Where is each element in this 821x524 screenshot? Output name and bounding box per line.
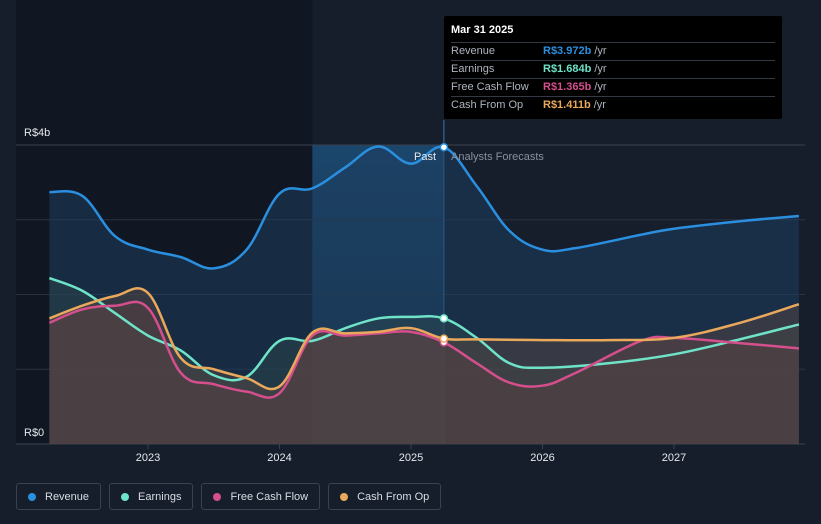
tooltip-row: Earnings R$1.684b/yr [451,60,775,78]
tooltip-date: Mar 31 2025 [451,24,514,36]
legend-dot-icon [121,492,130,501]
tooltip: Mar 31 2025 Revenue R$3.972b/yr Earnings R$… [444,16,782,119]
y-axis-bottom-label: R$0 [24,427,44,439]
tooltip-row: Cash From Op R$1.411b/yr [451,96,775,114]
tooltip-row-value: R$1.411b [543,99,591,111]
tooltip-row-unit: /yr [594,81,607,93]
x-tick-label: 2027 [662,452,686,464]
marker-revenue [439,142,449,152]
legend-label: Revenue [45,490,90,503]
legend-dot-icon [340,492,349,501]
legend-item-earnings[interactable]: Earnings [109,483,194,510]
tooltip-row-value: R$1.684b [543,63,592,75]
series-line-free-cash-flow [48,300,800,399]
tooltip-row-label: Free Cash Flow [451,81,529,93]
tooltip-row-unit: /yr [594,63,607,75]
tooltip-row-value: R$3.972b [543,45,592,57]
tooltip-row-value: R$1.365b [543,81,592,93]
legend-item-revenue[interactable]: Revenue [16,483,102,510]
legend-label: Cash From Op [357,490,430,503]
tooltip-row-label: Earnings [451,63,495,75]
series-line-cash-from-op [48,287,800,391]
y-axis-top-label: R$4b [24,127,50,139]
x-tick-label: 2025 [399,452,423,464]
x-tick-label: 2023 [136,452,160,464]
legend: Revenue Earnings Free Cash Flow Cash From O… [16,483,442,510]
series-line-revenue [49,145,800,270]
x-tick-label: 2024 [267,452,291,464]
area-cash-from-op [49,288,799,444]
tooltip-row: Revenue R$3.972b/yr [451,42,775,60]
tooltip-row-label: Revenue [451,45,496,57]
x-tick-label: 2026 [530,452,554,464]
series-line-earnings [48,276,800,382]
area-earnings [49,278,799,444]
tooltip-row: Free Cash Flow R$1.365b/yr [451,78,775,96]
forecast-label: Analysts Forecasts [451,151,544,163]
tooltip-row-label: Cash From Op [451,99,524,111]
legend-dot-icon [213,492,222,501]
area-free-cash-flow [49,301,799,444]
tooltip-row-unit: /yr [593,99,606,111]
marker-cash-from-op [439,334,449,343]
legend-item-cash-from-op[interactable]: Cash From Op [328,483,442,510]
legend-item-free-cash-flow[interactable]: Free Cash Flow [201,483,321,510]
legend-label: Earnings [138,490,182,503]
tooltip-row-unit: /yr [594,45,607,57]
legend-label: Free Cash Flow [230,490,309,503]
past-label: Past [414,151,436,163]
marker-earnings [439,314,449,323]
legend-dot-icon [28,492,36,501]
area-revenue [49,146,799,444]
